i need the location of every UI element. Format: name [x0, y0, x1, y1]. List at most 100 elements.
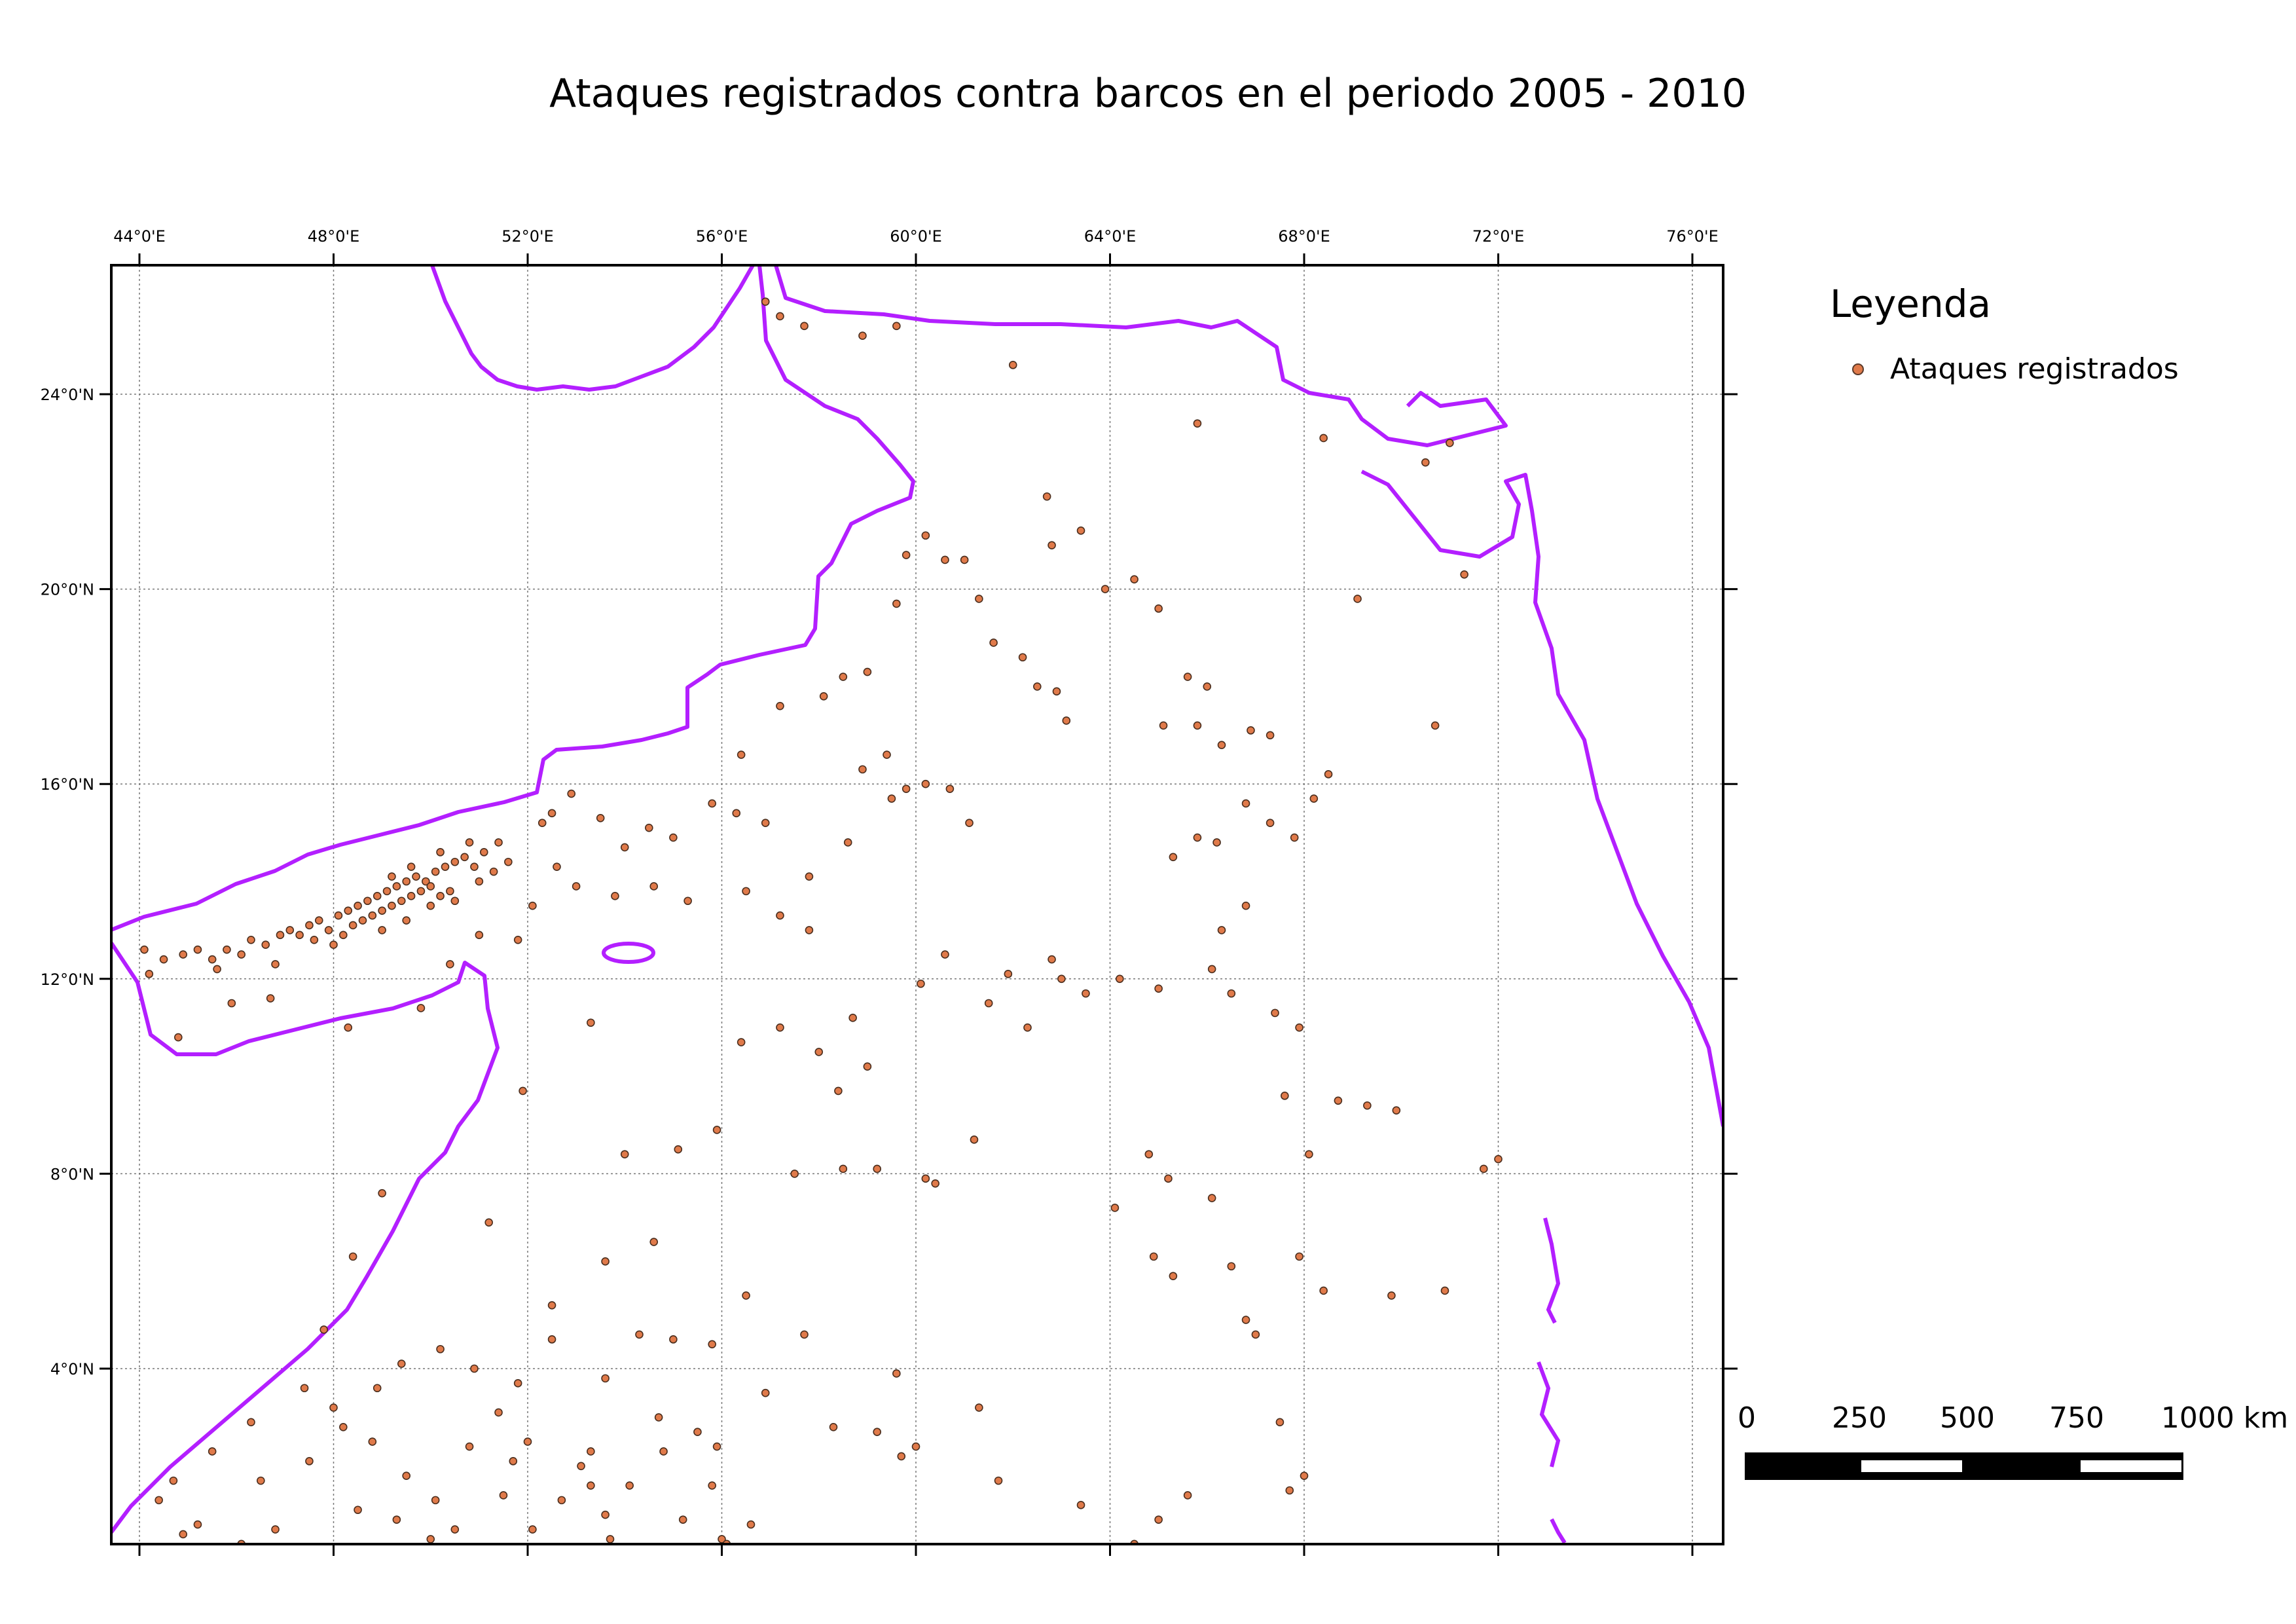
- attack-point: [1048, 541, 1056, 549]
- attack-point: [159, 955, 168, 964]
- coastline-oman-yemen: [111, 265, 915, 932]
- attack-point: [1057, 974, 1066, 984]
- scale-label-1000: 1000 km: [2160, 1401, 2289, 1435]
- islands-maldives-far: [1550, 1518, 1567, 1544]
- attack-point: [538, 819, 547, 828]
- attack-point: [761, 819, 770, 828]
- attack-point: [489, 867, 498, 876]
- attack-point: [436, 1344, 445, 1354]
- attack-point: [329, 940, 338, 950]
- attack-point: [436, 892, 445, 900]
- attack-point: [1305, 1150, 1313, 1158]
- attack-point: [635, 1330, 644, 1339]
- attack-point: [941, 950, 949, 959]
- attack-point: [1319, 434, 1328, 443]
- coastline-layer: [111, 265, 1723, 1544]
- attack-point: [587, 1018, 595, 1027]
- attack-point: [1300, 1471, 1309, 1480]
- island-socotra: [602, 942, 655, 964]
- attack-point: [237, 950, 246, 959]
- attack-point: [1183, 673, 1192, 681]
- attack-point: [1076, 1501, 1085, 1509]
- attack-point: [1217, 741, 1226, 749]
- attack-point: [742, 1291, 750, 1300]
- lon-tick-label: 76°0'E: [1666, 227, 1719, 246]
- attack-point: [712, 1126, 721, 1134]
- attack-point: [678, 1515, 687, 1524]
- attack-point: [858, 331, 867, 341]
- attack-point: [475, 931, 484, 940]
- attack-point: [902, 784, 911, 793]
- attack-point: [460, 853, 469, 862]
- attack-point: [1440, 1286, 1449, 1295]
- attack-point: [683, 896, 692, 906]
- attack-point: [1266, 819, 1275, 828]
- attack-point: [921, 1174, 930, 1183]
- attack-point: [654, 1413, 663, 1422]
- attack-point: [426, 1535, 435, 1543]
- attack-point: [984, 999, 993, 1008]
- attack-point: [1183, 1491, 1192, 1500]
- legend-item-label: Ataques registrados: [1890, 352, 2179, 386]
- attack-point: [1446, 439, 1454, 447]
- attack-point: [567, 789, 576, 798]
- attack-point: [1062, 716, 1071, 725]
- attack-point: [266, 994, 275, 1003]
- attack-point: [1285, 1486, 1294, 1495]
- attack-point: [1207, 965, 1216, 974]
- legend: Leyenda Ataques registrados: [1830, 282, 2179, 386]
- attack-point: [450, 1525, 460, 1534]
- attack-point: [1387, 1291, 1396, 1300]
- attack-point: [504, 857, 513, 866]
- attack-point: [295, 931, 304, 940]
- attack-point: [285, 926, 295, 934]
- attack-point: [553, 862, 561, 871]
- attack-point: [1052, 687, 1061, 696]
- attack-point: [834, 1086, 843, 1096]
- legend-title: Leyenda: [1830, 282, 1992, 326]
- attack-point: [1227, 989, 1236, 998]
- attack-point: [175, 1555, 182, 1562]
- attack-point: [368, 911, 377, 920]
- attack-point: [819, 692, 828, 701]
- attack-point: [494, 1408, 503, 1417]
- scale-label-500: 500: [1940, 1401, 1995, 1435]
- attack-point: [960, 555, 969, 564]
- lon-tick-label: 60°0'E: [890, 227, 942, 246]
- attack-point: [1281, 1092, 1289, 1100]
- lon-tick-label: 68°0'E: [1278, 227, 1330, 246]
- attack-point: [378, 1189, 386, 1198]
- attack-point: [519, 1086, 527, 1096]
- attack-point: [776, 1023, 784, 1032]
- coastline-persia: [774, 265, 1508, 447]
- attack-point: [1227, 1262, 1236, 1271]
- attack-point: [344, 906, 353, 915]
- attack-point: [257, 1476, 265, 1485]
- attack-point: [470, 862, 479, 871]
- attack-point: [155, 1496, 163, 1505]
- attack-point: [422, 877, 430, 886]
- attack-point: [1363, 1101, 1372, 1110]
- attack-point: [1266, 731, 1275, 740]
- attack-point: [863, 667, 872, 676]
- attack-point: [776, 911, 784, 920]
- attack-point: [208, 955, 217, 964]
- attack-point: [975, 1403, 983, 1412]
- attack-point: [329, 1403, 338, 1412]
- attack-point: [761, 1388, 770, 1397]
- attack-point: [1154, 604, 1163, 613]
- attack-point: [712, 1442, 721, 1451]
- attack-point: [1008, 361, 1017, 369]
- attack-point: [223, 945, 231, 954]
- lat-tick-label: 8°0'N: [50, 1165, 94, 1183]
- attack-point: [513, 1379, 522, 1388]
- attack-point: [1048, 955, 1056, 964]
- attack-point: [1154, 984, 1163, 993]
- attack-point: [1169, 1272, 1178, 1280]
- attack-point: [814, 1048, 824, 1056]
- attack-point: [344, 1023, 353, 1032]
- attack-point: [649, 882, 659, 891]
- attack-point: [742, 887, 750, 896]
- attack-point: [1334, 1096, 1343, 1105]
- attack-point: [911, 1442, 920, 1451]
